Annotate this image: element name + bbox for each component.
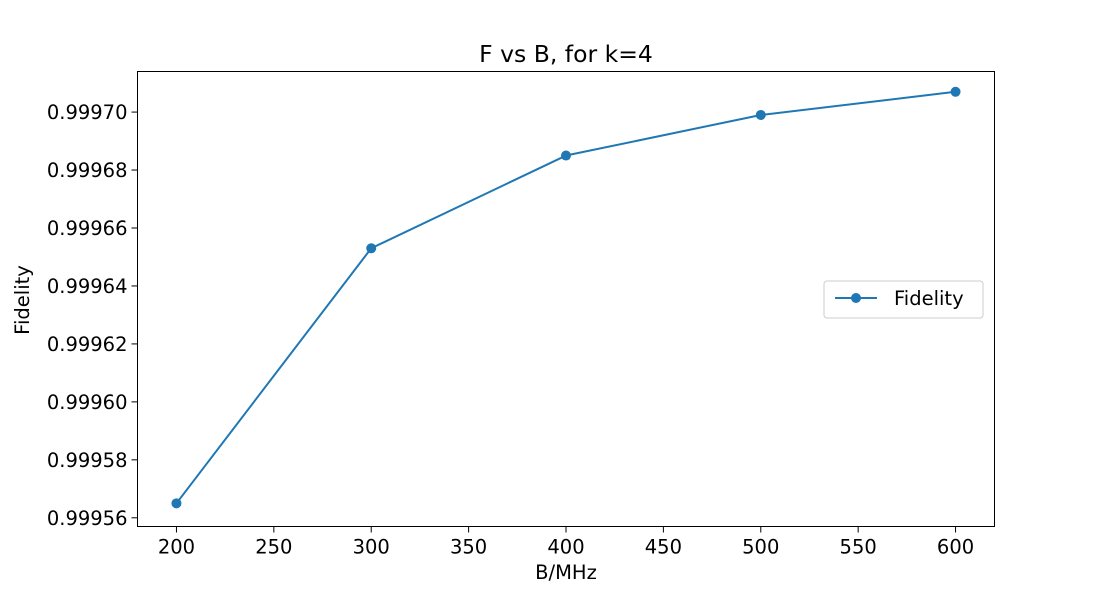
y-tick-label: 0.99956: [47, 507, 128, 530]
legend: Fidelity: [823, 280, 984, 319]
x-tick-label: 550: [840, 536, 877, 559]
y-tick-label: 0.99964: [47, 275, 128, 298]
x-tick-label: 450: [645, 536, 682, 559]
y-tick-label: 0.99966: [47, 217, 128, 240]
legend-marker-swatch: [851, 293, 861, 303]
data-point: [950, 86, 961, 97]
data-point: [561, 150, 571, 161]
y-tick-label: 0.99968: [47, 159, 128, 182]
x-tick-label: 600: [937, 536, 974, 559]
data-point: [755, 109, 766, 120]
x-tick-label: 250: [255, 536, 292, 559]
data-point: [366, 243, 377, 254]
plot-area: [171, 86, 961, 509]
axes-frame: [137, 71, 995, 527]
y-tick-label: 0.99960: [47, 391, 128, 414]
x-axis-ticks: 200 250 300 350 400 450 500 550 600: [158, 526, 974, 559]
x-tick-label: 400: [547, 536, 584, 559]
x-tick-label: 300: [353, 536, 390, 559]
y-tick-label: 0.99962: [47, 333, 128, 356]
y-axis-label: Fidelity: [11, 265, 34, 335]
x-axis-label: B/MHz: [535, 561, 597, 584]
y-axis-ticks: 0.99956 0.99958 0.99960 0.99962 0.99964 0.999…: [47, 101, 138, 530]
x-tick-label: 500: [742, 536, 779, 559]
chart-title: F vs B, for k=4: [479, 40, 653, 68]
legend-box: [823, 280, 984, 319]
x-tick-label: 350: [450, 536, 487, 559]
data-point: [171, 498, 182, 509]
x-tick-label: 200: [158, 536, 195, 559]
legend-label: Fidelity: [894, 287, 964, 310]
y-tick-label: 0.99970: [47, 101, 128, 124]
y-tick-label: 0.99958: [47, 449, 128, 472]
